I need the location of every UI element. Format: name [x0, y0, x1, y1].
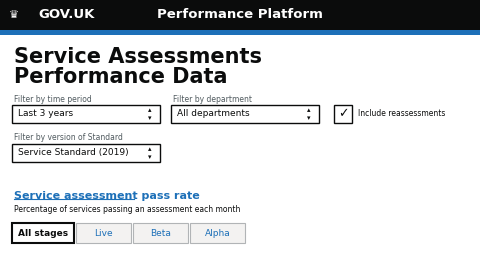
Text: Beta: Beta: [150, 229, 171, 238]
FancyBboxPatch shape: [12, 144, 160, 162]
Text: ✓: ✓: [338, 107, 348, 121]
Text: Include reassessments: Include reassessments: [358, 110, 445, 118]
Text: Last 3 years: Last 3 years: [18, 110, 73, 118]
Text: ▾: ▾: [148, 115, 152, 121]
Text: Filter by department: Filter by department: [173, 94, 252, 104]
Text: ▴: ▴: [148, 146, 152, 152]
Text: Alpha: Alpha: [204, 229, 230, 238]
FancyBboxPatch shape: [171, 105, 319, 123]
FancyBboxPatch shape: [334, 105, 352, 123]
Text: Service Assessments: Service Assessments: [14, 47, 262, 67]
Text: Performance Platform: Performance Platform: [157, 9, 323, 22]
FancyBboxPatch shape: [12, 105, 160, 123]
FancyBboxPatch shape: [190, 223, 245, 243]
FancyBboxPatch shape: [76, 223, 131, 243]
Bar: [0, 0, 480, 30]
Text: ▾: ▾: [148, 154, 152, 160]
Text: All stages: All stages: [18, 229, 68, 238]
Text: Live: Live: [94, 229, 113, 238]
Text: Performance Data: Performance Data: [14, 67, 228, 87]
Text: ▾: ▾: [307, 115, 311, 121]
Text: ▴: ▴: [307, 107, 311, 113]
Text: All departments: All departments: [177, 110, 250, 118]
Text: ▴: ▴: [148, 107, 152, 113]
FancyBboxPatch shape: [12, 223, 74, 243]
Bar: [0, 30, 480, 35]
Text: Percentage of services passing an assessment each month: Percentage of services passing an assess…: [14, 206, 240, 214]
Text: GOV.UK: GOV.UK: [38, 9, 95, 22]
FancyBboxPatch shape: [133, 223, 188, 243]
Text: Service assessment pass rate: Service assessment pass rate: [14, 191, 200, 201]
Text: Service Standard (2019): Service Standard (2019): [18, 148, 129, 158]
Text: Filter by time period: Filter by time period: [14, 94, 92, 104]
Text: Filter by version of Standard: Filter by version of Standard: [14, 134, 123, 142]
Text: ♛: ♛: [9, 10, 19, 20]
